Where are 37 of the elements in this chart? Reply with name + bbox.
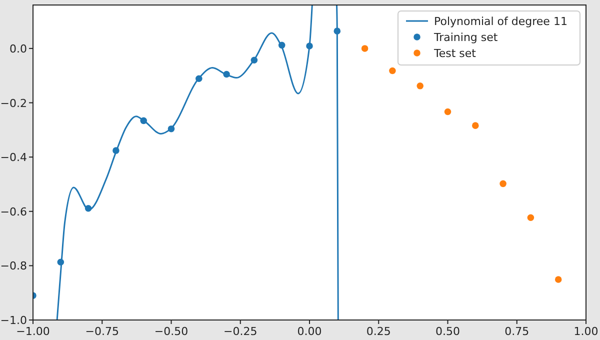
y-tick-label: −0.2 xyxy=(0,96,27,110)
x-tick-label: −0.50 xyxy=(154,325,188,338)
point xyxy=(416,82,424,90)
point xyxy=(140,117,147,124)
y-tick-label: 0.0 xyxy=(10,42,27,56)
point xyxy=(84,205,92,212)
legend-label: Polynomial of degree 11 xyxy=(434,15,568,28)
y-tick-label: −0.8 xyxy=(0,260,27,273)
y-tick-label: −0.4 xyxy=(0,151,27,164)
point xyxy=(527,214,534,222)
x-tick-label: −1.00 xyxy=(16,325,50,338)
point xyxy=(306,42,313,50)
point xyxy=(112,147,120,154)
point xyxy=(500,180,506,188)
x-tick-label: 0.00 xyxy=(297,325,322,338)
point xyxy=(334,28,341,34)
point xyxy=(196,75,202,82)
point xyxy=(57,258,64,266)
y-tick-label: −0.6 xyxy=(0,205,27,218)
point xyxy=(389,67,396,74)
point xyxy=(554,276,562,283)
legend-label: Training set xyxy=(433,31,498,44)
point xyxy=(278,42,286,49)
point xyxy=(250,56,258,64)
point xyxy=(168,125,175,132)
legend-label: Test set xyxy=(433,47,477,60)
x-tick-label: −0.25 xyxy=(224,325,258,338)
x-tick-label: −0.75 xyxy=(85,325,119,338)
x-tick-label: 0.75 xyxy=(504,325,530,338)
point xyxy=(472,122,479,129)
y-tick-label: −1.0 xyxy=(0,314,27,327)
x-tick-label: 1.00 xyxy=(574,325,598,338)
x-tick-label: 0.25 xyxy=(366,325,391,338)
x-tick-label: 0.50 xyxy=(436,325,460,338)
point xyxy=(361,45,368,52)
point xyxy=(444,108,452,116)
point xyxy=(223,70,230,78)
